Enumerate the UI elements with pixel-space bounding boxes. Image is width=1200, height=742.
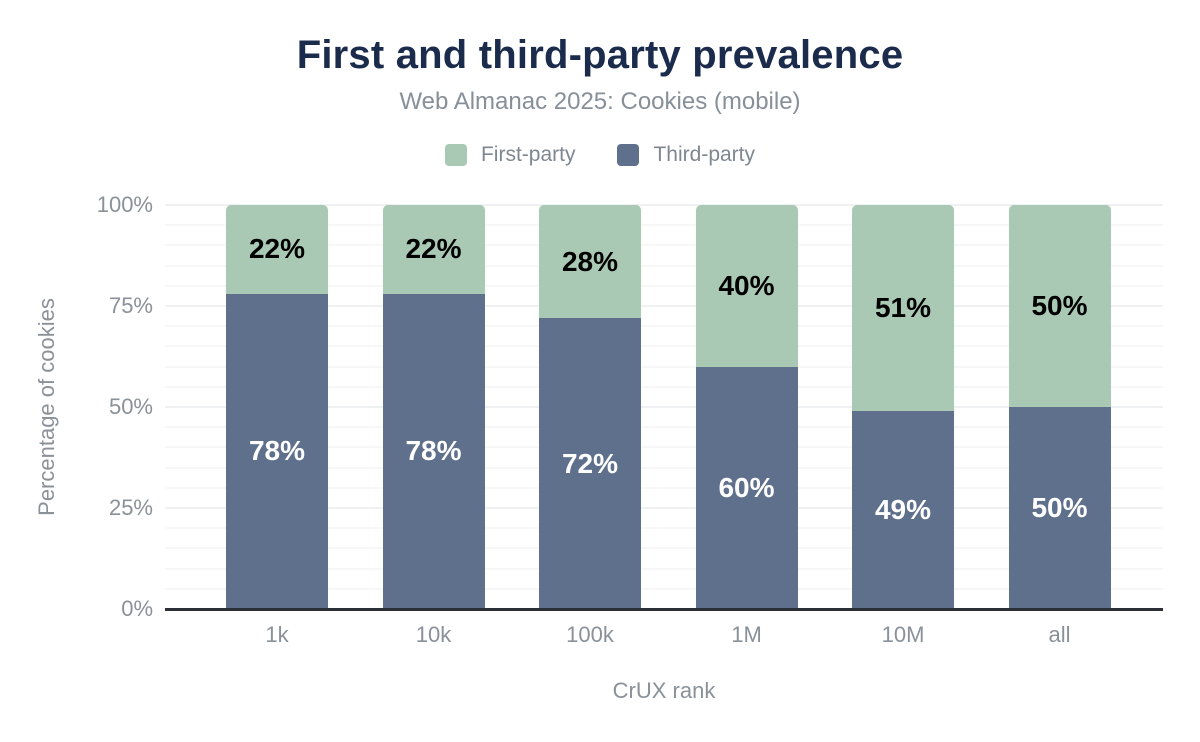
gridline-minor (165, 264, 1163, 267)
bar-value-label: 22% (405, 233, 462, 265)
bar-value-label: 28% (561, 245, 619, 277)
legend-item-first-party: First-party (444, 143, 576, 167)
bar-segment-first-party: 50% (1008, 205, 1111, 407)
gridline-minor (165, 224, 1163, 227)
bar-segment-third-party: 78% (382, 293, 485, 609)
gridline-minor (165, 466, 1163, 469)
bar-value-label: 78% (248, 435, 306, 467)
y-tick-label: 50% (108, 394, 153, 419)
x-tick-label-10k: 10k (415, 622, 452, 647)
y-tick-label: 25% (108, 495, 153, 520)
bar-value-label: 49% (874, 494, 932, 526)
y-tick-label: 0% (121, 596, 153, 621)
gridline-minor (165, 486, 1163, 489)
bar-value-label: 51% (874, 292, 932, 324)
gridline-minor (165, 385, 1163, 388)
gridline-major (165, 305, 1163, 307)
bar-all: 50% 50% (1008, 205, 1111, 609)
x-tick-label-100k: 100k (566, 622, 614, 647)
bar-segment-third-party: 78% (226, 293, 328, 609)
bar-segment-first-party: 40% (695, 205, 798, 367)
gridline-minor (165, 527, 1163, 530)
bar-1M: 60% 40% (695, 205, 798, 609)
x-axis-line (165, 608, 1163, 611)
legend-item-third-party: Third-party (617, 143, 755, 167)
bar-segment-third-party: 72% (539, 318, 641, 609)
gridline-minor (165, 365, 1163, 368)
first-party-swatch-icon (444, 144, 467, 166)
x-tick-label-10M: 10M (881, 622, 925, 647)
bar-value-label: 60% (718, 471, 775, 503)
x-tick-label-all: all (1048, 622, 1071, 647)
bar-segment-first-party: 28% (539, 205, 641, 319)
gridline-major (165, 406, 1163, 408)
gridline-major (165, 204, 1163, 206)
x-tick-label-1k: 1k (265, 622, 289, 647)
bar-10M: 49% 51% (852, 205, 954, 609)
gridline-minor (165, 547, 1163, 550)
plot-area: 0% 25% 50% 75% 100% 78% 22% 1k 78% 22% 10k 72% 28% 10… (97, 192, 1163, 647)
bar-segment-first-party: 51% (852, 205, 954, 412)
gridline-minor (165, 446, 1163, 449)
bar-1k: 78% 22% (226, 205, 328, 609)
bar-value-label: 50% (1031, 290, 1088, 321)
chart-subtitle: Web Almanac 2025: Cookies (mobile) (399, 88, 801, 115)
bar-segment-first-party: 22% (226, 205, 328, 294)
legend-label: First-party (480, 143, 576, 166)
bar-segment-third-party: 60% (695, 366, 798, 609)
gridline-major (165, 507, 1163, 509)
y-tick-label: 75% (108, 293, 153, 318)
bar-segment-first-party: 22% (382, 205, 485, 294)
legend-label: Third-party (653, 143, 756, 166)
bar-segment-third-party: 50% (1008, 407, 1111, 609)
gridline-minor (165, 567, 1163, 570)
gridline-minor (165, 426, 1163, 429)
x-axis-title: CrUX rank (612, 678, 716, 703)
third-party-swatch-icon (617, 144, 640, 166)
bar-100k: 72% 28% (539, 205, 641, 609)
bar-10k: 78% 22% (382, 205, 485, 609)
gridline-minor (165, 587, 1163, 590)
y-tick-label: 100% (96, 192, 153, 217)
gridline-minor (165, 345, 1163, 348)
gridline-minor (165, 244, 1163, 247)
bar-value-label: 22% (248, 233, 306, 265)
x-tick-label-1M: 1M (731, 622, 762, 647)
bar-segment-third-party: 49% (852, 411, 954, 609)
legend: First-party Third-party (0, 143, 1200, 167)
bar-value-label: 50% (1031, 492, 1088, 523)
bar-value-label: 72% (561, 447, 619, 479)
gridline-minor (165, 284, 1163, 287)
bar-value-label: 78% (405, 435, 462, 467)
gridline-minor (165, 325, 1163, 328)
chart-title: First and third-party prevalence (296, 33, 904, 77)
bar-value-label: 40% (718, 269, 775, 301)
